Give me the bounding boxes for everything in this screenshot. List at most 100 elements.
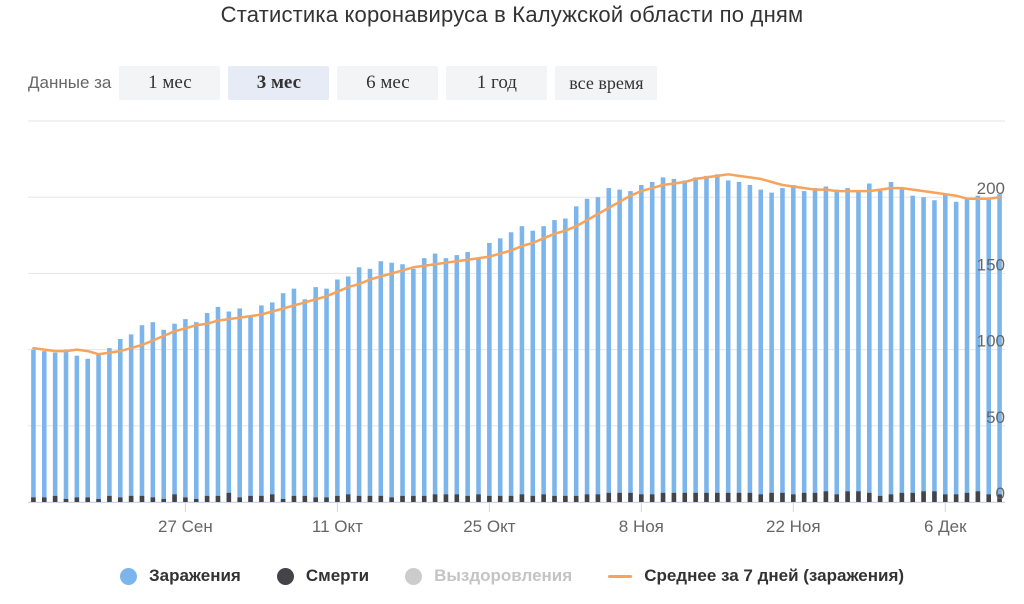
infection-bar — [682, 180, 688, 502]
infection-bar — [769, 192, 774, 503]
death-bar — [736, 492, 742, 502]
period-6-month-button[interactable]: 6 мес — [337, 66, 439, 100]
infection-bar — [867, 183, 872, 502]
death-bar — [899, 492, 905, 502]
death-bar — [693, 492, 698, 502]
infection-bar — [411, 268, 416, 502]
infection-bar — [997, 194, 1002, 503]
death-bar — [671, 492, 677, 502]
infection-bar — [606, 188, 612, 502]
death-bar — [639, 494, 644, 502]
death-bar — [953, 494, 959, 502]
infection-bar — [693, 177, 698, 502]
death-bar — [834, 494, 840, 502]
infection-bar — [291, 288, 297, 502]
death-bar — [378, 495, 384, 502]
period-3-month-button[interactable]: 3 мес — [228, 66, 330, 100]
x-tick-label: 8 Ноя — [619, 517, 664, 536]
legend-infections-label: Заражения — [148, 566, 241, 585]
death-bar — [975, 491, 981, 502]
infection-bar — [345, 276, 351, 502]
death-bar — [52, 495, 58, 502]
infection-bar — [335, 279, 340, 502]
death-bar — [291, 495, 297, 502]
infection-bar — [465, 252, 470, 502]
death-bar — [910, 492, 916, 502]
infection-bar — [617, 189, 622, 502]
death-bar — [563, 495, 568, 502]
infection-bar — [280, 293, 286, 502]
infection-bar — [237, 308, 242, 502]
death-bar — [845, 491, 850, 502]
infection-bar — [519, 226, 525, 502]
death-bar — [161, 498, 166, 502]
infection-bar — [736, 181, 742, 502]
death-bar — [877, 495, 883, 502]
infection-bar — [747, 185, 753, 502]
infection-bar — [215, 306, 221, 502]
infection-bar — [356, 267, 362, 502]
infection-bar — [226, 311, 232, 502]
infection-bar — [96, 354, 101, 502]
period-all-time-button[interactable]: все время — [555, 66, 658, 100]
death-bar — [682, 492, 688, 502]
death-bar — [606, 492, 612, 502]
death-bar — [74, 497, 80, 502]
death-bar — [508, 495, 514, 502]
infection-bar — [563, 218, 568, 502]
death-bar — [139, 495, 145, 502]
period-1-month-button[interactable]: 1 мес — [119, 66, 221, 100]
death-bar — [107, 495, 112, 502]
death-bar — [780, 492, 785, 502]
death-bar — [497, 495, 503, 502]
death-bar — [769, 492, 774, 502]
death-bar — [888, 494, 894, 502]
infection-bar — [725, 180, 731, 502]
death-bar — [725, 492, 731, 502]
death-bar — [454, 494, 460, 502]
infection-bar — [921, 197, 926, 502]
y-tick-label: 0 — [996, 484, 1005, 503]
y-tick-label: 100 — [977, 332, 1005, 351]
death-bar — [269, 494, 275, 502]
death-bar — [42, 497, 47, 502]
death-bar — [215, 495, 221, 502]
death-bar — [237, 497, 242, 502]
death-bar — [172, 494, 177, 502]
infection-bar — [378, 261, 384, 502]
infection-bar — [943, 194, 948, 503]
death-bar — [443, 494, 449, 502]
infection-bar — [823, 186, 829, 503]
death-bar — [128, 495, 134, 502]
legend-item-deaths[interactable]: Смерти — [276, 566, 369, 586]
death-bar — [747, 492, 753, 502]
chart-plot: 0 50 100 150 200 27 Сен 11 Окт 25 Окт 8 Ноя 22 Но… — [28, 120, 1005, 536]
legend-item-infections[interactable]: Заражения — [119, 566, 241, 586]
infection-bar — [986, 198, 991, 502]
infection-bar — [269, 302, 275, 502]
infection-bar — [497, 238, 503, 502]
legend-item-average[interactable]: Среднее за 7 дней (заражения) — [608, 566, 904, 586]
death-bar — [85, 497, 90, 502]
infection-bar — [117, 338, 123, 502]
death-bar — [704, 492, 709, 502]
death-bar — [628, 492, 633, 502]
death-bar — [595, 494, 601, 502]
death-bar — [552, 495, 557, 502]
death-bar — [356, 495, 362, 502]
legend-item-recoveries[interactable]: Выздоровления — [405, 566, 572, 586]
infection-bar — [421, 258, 427, 502]
infection-bar — [715, 174, 720, 502]
infection-bar — [193, 322, 199, 502]
death-bar — [204, 495, 210, 502]
x-tick-label: 22 Ноя — [766, 517, 821, 536]
y-tick-label: 200 — [977, 179, 1005, 198]
death-bar — [63, 498, 69, 502]
death-bar — [943, 494, 948, 502]
infection-bar — [595, 197, 601, 502]
infection-bar — [671, 178, 677, 503]
infection-bar — [52, 352, 58, 502]
death-bar — [921, 491, 926, 502]
x-tick-label: 11 Окт — [312, 517, 363, 536]
period-1-year-button[interactable]: 1 год — [446, 66, 548, 100]
